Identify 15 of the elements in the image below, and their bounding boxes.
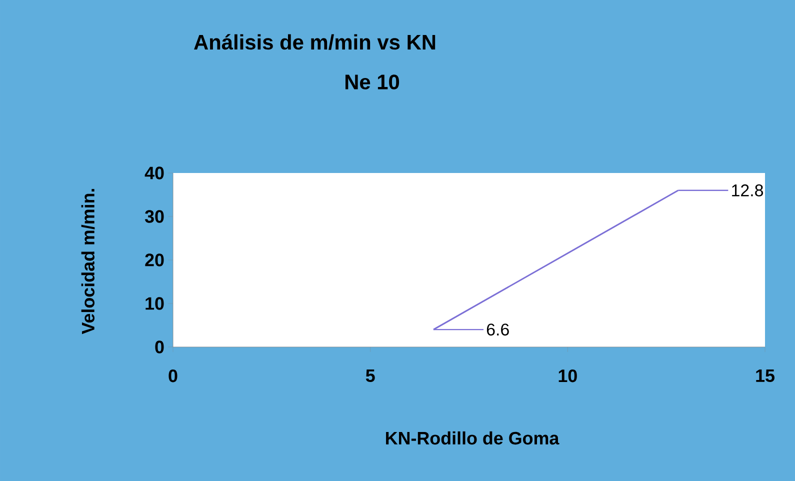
y-tick-label: 0 <box>155 340 164 354</box>
chart-subtitle: Ne 10 <box>346 74 400 90</box>
x-tick-label: 5 <box>366 370 375 382</box>
y-axis-title: Velocidad m/min. <box>81 188 95 334</box>
y-tick-label: 40 <box>144 166 164 180</box>
x-tick-label: 0 <box>168 369 178 382</box>
annotation: 6.6 <box>486 324 509 336</box>
y-tick-label: 30 <box>144 210 164 223</box>
y-tick-label: 20 <box>145 254 164 266</box>
annotation: 12.8 <box>732 184 764 196</box>
chart-title: Análisis de m/min vs KN <box>194 34 436 50</box>
x-tick-label: 15 <box>756 370 774 382</box>
x-tick-label: 10 <box>558 369 577 382</box>
y-tick-label: 10 <box>146 297 164 310</box>
x-axis-title: KN-Rodillo de Goma <box>386 431 560 445</box>
